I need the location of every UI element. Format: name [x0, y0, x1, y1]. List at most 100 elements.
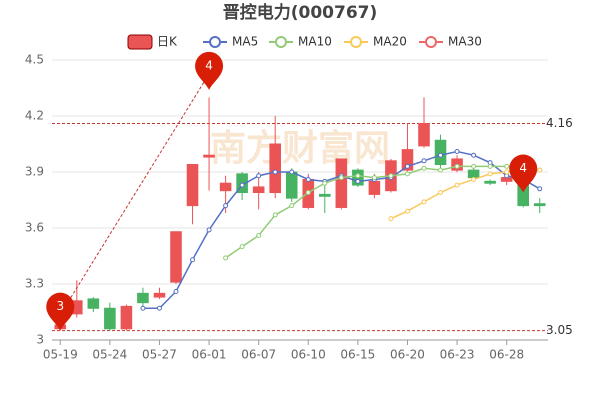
y-tick-label: 4.2 [25, 109, 44, 123]
legend-label: MA30 [448, 35, 482, 49]
ma-point [355, 178, 361, 184]
x-tick-label: 06-01 [192, 348, 227, 362]
x-tick-label: 06-15 [340, 348, 375, 362]
ma-point [537, 186, 543, 192]
reference-label: 4.16 [546, 116, 573, 130]
x-tick-label: 06-23 [440, 348, 475, 362]
ma-point [190, 257, 196, 263]
candle-body [401, 149, 414, 171]
x-tick-label: 05-27 [142, 348, 177, 362]
candle-body [153, 292, 166, 298]
y-tick-label: 4.5 [25, 53, 44, 67]
ma-point [272, 169, 278, 175]
ma-point [223, 203, 229, 209]
ma-point [256, 173, 262, 179]
candle-body [285, 171, 298, 199]
ma-point [289, 203, 295, 209]
legend-marker [209, 36, 221, 48]
legend-marker [425, 36, 437, 48]
ma-point [239, 182, 245, 188]
candle-body [418, 122, 430, 147]
x-tick-label: 06-20 [390, 348, 425, 362]
annotation-pin [195, 51, 224, 90]
ma-point [471, 176, 477, 182]
ma-point [223, 255, 229, 261]
ma-point [322, 180, 328, 186]
x-tick-label: 05-19 [43, 348, 78, 362]
ma-point [256, 232, 262, 238]
candle-body [120, 305, 133, 330]
x-tick-label: 06-28 [489, 348, 524, 362]
ma-point [504, 169, 510, 175]
annotation-link [59, 73, 210, 315]
legend-label: MA20 [373, 35, 407, 49]
ma-point [206, 227, 212, 233]
ma-point [140, 305, 146, 311]
y-tick-label: 3.3 [25, 277, 44, 291]
candle-body [319, 193, 331, 197]
ma-point [537, 167, 543, 173]
candle-body [335, 158, 348, 208]
candle-body [467, 169, 480, 179]
ma-point [421, 165, 427, 171]
ma-point [272, 212, 278, 218]
candle-body [203, 154, 215, 158]
ma-point [289, 169, 295, 175]
ma-point [338, 175, 344, 181]
ma-point [388, 216, 394, 222]
ma-point [305, 190, 311, 196]
ma-point [438, 190, 444, 196]
ma-point [454, 163, 460, 169]
y-tick-label: 3 [36, 333, 44, 347]
ma-point [471, 163, 477, 169]
annotation-label: 3 [56, 299, 64, 313]
legend-label: 日K [157, 35, 178, 49]
ma-point [305, 176, 311, 182]
reference-label: 3.05 [546, 323, 573, 337]
candle-body [137, 292, 149, 304]
ma-point [239, 244, 245, 250]
ma-point [438, 152, 444, 158]
chart-title: 晋控电力(000767) [223, 2, 378, 23]
ma-point [404, 208, 410, 214]
watermark: 南方财富网 [210, 127, 390, 169]
candle-body [104, 307, 116, 330]
y-tick-label: 3.9 [25, 165, 44, 179]
ma-point [371, 175, 377, 181]
ma-point [438, 167, 444, 173]
candle-body [87, 298, 100, 309]
ma-point [504, 163, 510, 169]
ma-point [156, 305, 162, 311]
legend-label: MA10 [298, 35, 332, 49]
ma-point [404, 171, 410, 177]
annotation-label: 4 [519, 161, 527, 175]
annotation-pin [509, 154, 538, 193]
candle-body [269, 143, 281, 194]
candle-body [533, 203, 546, 207]
x-tick-label: 06-10 [291, 348, 326, 362]
ma-point [173, 288, 179, 294]
ma-point [388, 173, 394, 179]
ma-point [421, 158, 427, 164]
candle-body [368, 180, 381, 195]
candle-body [252, 186, 265, 194]
ma-point [404, 163, 410, 169]
ma-point [355, 173, 361, 179]
candle-body [484, 180, 496, 184]
candle-body [186, 164, 199, 207]
ma-line [225, 165, 540, 259]
y-tick-label: 3.6 [25, 221, 44, 235]
ma-point [421, 199, 427, 205]
ma-point [454, 182, 460, 188]
ma-point [487, 163, 493, 169]
ma-point [454, 148, 460, 154]
annotation-label: 4 [205, 58, 213, 72]
candle-body [434, 139, 447, 166]
candle-body [170, 231, 182, 283]
legend-label: MA5 [232, 35, 258, 49]
ma-point [487, 171, 493, 177]
legend-swatch [127, 34, 153, 50]
x-tick-label: 05-24 [92, 348, 127, 362]
